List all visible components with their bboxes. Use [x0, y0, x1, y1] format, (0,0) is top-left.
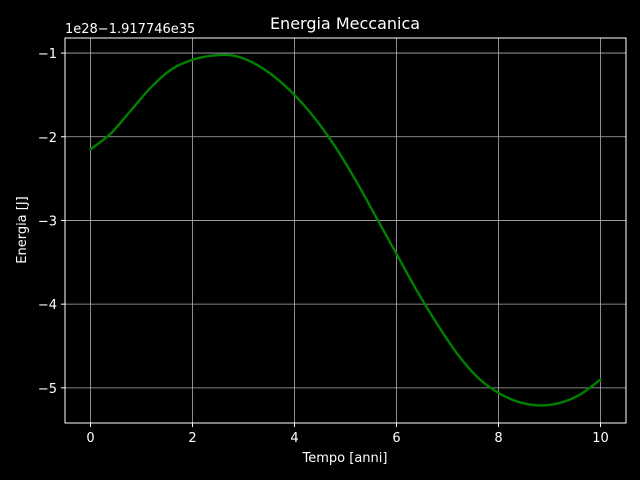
- series-line: [89, 53, 602, 407]
- x-tick-label: 10: [592, 431, 609, 446]
- x-tick-label: 2: [188, 431, 196, 446]
- x-axis-label: Tempo [anni]: [302, 451, 388, 466]
- x-tick-label: 6: [392, 431, 400, 446]
- y-tick-label: −5: [38, 382, 57, 397]
- grid: [65, 38, 626, 423]
- y-tick-label: −4: [38, 298, 57, 313]
- chart-title: Energia Meccanica: [270, 14, 420, 33]
- y-axis-label: Energia [J]: [15, 196, 30, 264]
- y-tick-label: −2: [38, 131, 57, 146]
- y-axis-offset-label: 1e28−1.917746e35: [65, 22, 195, 37]
- plot-area-frame: [64, 37, 627, 424]
- ticks: 0 2 4 6 8 10 −1 −2 −3 −4 −5: [38, 47, 609, 446]
- y-tick-label: −3: [38, 214, 57, 229]
- x-tick-label: 4: [290, 431, 298, 446]
- series-layer: [89, 53, 602, 407]
- x-tick-label: 0: [86, 431, 94, 446]
- x-tick-label: 8: [494, 431, 502, 446]
- y-tick-label: −1: [38, 47, 57, 62]
